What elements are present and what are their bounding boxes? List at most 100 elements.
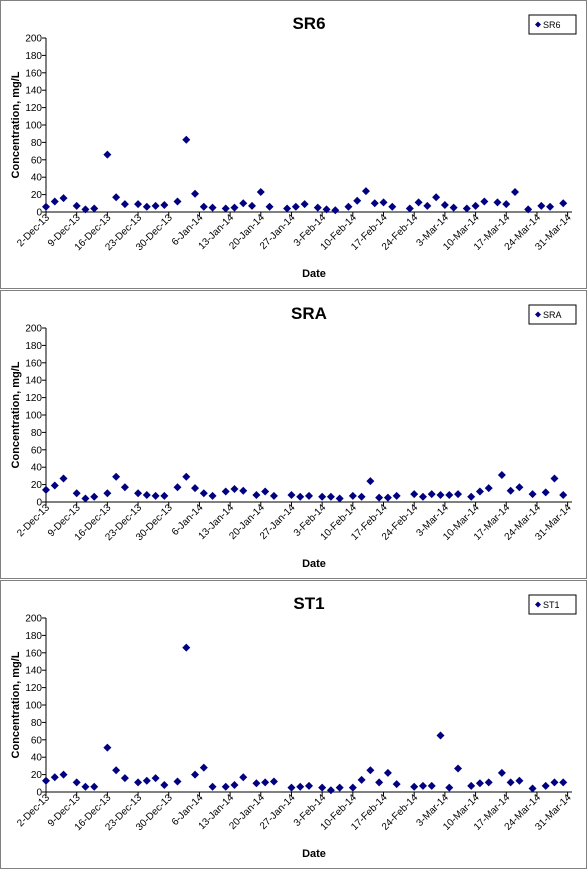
data-point-st1-23-mar-14 (528, 784, 537, 793)
data-point-sra-23-jan-14 (269, 491, 278, 500)
data-point-sr6-22-mar-14 (524, 205, 533, 214)
data-point-st1-11-mar-14 (475, 779, 484, 788)
data-point-sr6-9-jan-14 (208, 203, 217, 212)
y-tick-label: 100 (25, 411, 42, 422)
chart-title: SR6 (292, 14, 325, 33)
data-point-sr6-12-jan-14 (221, 204, 230, 213)
chart-sra: SRA0204060801001201401601802002-Dec-139-… (10, 304, 577, 570)
data-point-sr6-27-dec-13 (151, 201, 160, 210)
y-tick-label: 80 (31, 428, 43, 439)
data-point-sra-28-feb-14 (427, 490, 436, 499)
y-tick-label: 140 (25, 86, 42, 97)
data-point-sra-26-mar-14 (541, 488, 550, 497)
data-point-sra-13-dec-13 (90, 492, 99, 501)
data-point-st1-14-feb-14 (366, 766, 375, 775)
data-point-st1-26-feb-14 (418, 781, 427, 790)
data-point-sr6-25-mar-14 (537, 201, 546, 210)
data-point-sra-25-dec-13 (142, 491, 151, 500)
data-point-sra-23-mar-14 (528, 490, 537, 499)
data-point-st1-13-mar-14 (484, 778, 493, 787)
y-tick-label: 180 (25, 631, 42, 642)
data-point-st1-12-feb-14 (357, 775, 366, 784)
data-point-sra-18-feb-14 (383, 493, 392, 502)
y-tick-label: 100 (25, 701, 42, 712)
data-point-st1-24-feb-14 (410, 782, 419, 791)
data-point-sra-26-feb-14 (418, 492, 427, 501)
data-point-sra-16-dec-13 (103, 489, 112, 498)
data-point-st1-30-mar-14 (559, 778, 568, 787)
data-point-sra-1-jan-14 (173, 483, 182, 492)
data-point-sr6-5-jan-14 (191, 189, 200, 198)
y-tick-label: 20 (31, 770, 43, 781)
y-tick-label: 20 (31, 480, 43, 491)
data-point-sr6-6-feb-14 (331, 206, 340, 215)
data-point-st1-29-jan-14 (296, 782, 305, 791)
data-point-sra-11-dec-13 (81, 494, 90, 503)
data-point-st1-20-dec-13 (120, 774, 129, 783)
y-tick-label: 200 (25, 614, 42, 625)
data-point-sra-16-mar-14 (497, 471, 506, 480)
data-point-sra-14-jan-14 (230, 484, 239, 493)
data-point-st1-4-mar-14 (445, 783, 454, 792)
chart-title: SRA (291, 304, 327, 323)
data-point-sra-7-feb-14 (335, 494, 344, 503)
data-point-st1-23-dec-13 (134, 778, 143, 787)
y-tick-label: 100 (25, 121, 42, 132)
data-point-st1-6-dec-13 (59, 770, 68, 779)
data-point-sr6-19-mar-14 (511, 187, 520, 196)
data-point-sr6-11-dec-13 (81, 205, 90, 214)
y-tick-label: 0 (36, 498, 42, 509)
data-point-sr6-3-mar-14 (440, 201, 449, 210)
data-point-st1-26-mar-14 (541, 781, 550, 790)
data-point-sr6-11-feb-14 (353, 196, 362, 205)
data-point-st1-21-jan-14 (261, 778, 270, 787)
y-tick-label: 180 (25, 51, 42, 62)
legend-label: SRA (543, 310, 562, 320)
data-point-sr6-17-mar-14 (502, 200, 511, 209)
data-point-sr6-19-feb-14 (388, 202, 397, 211)
data-point-sra-20-mar-14 (515, 483, 524, 492)
data-point-st1-2-dec-13 (42, 776, 50, 785)
legend-box (528, 594, 577, 615)
data-point-sra-9-dec-13 (72, 489, 81, 498)
data-point-st1-29-dec-13 (160, 781, 169, 790)
data-point-st1-14-jan-14 (230, 781, 239, 790)
chart-st1: ST10204060801001201401601802002-Dec-139-… (10, 594, 577, 860)
data-point-st1-18-dec-13 (112, 766, 121, 775)
y-axis-label: Concentration, mg/L (10, 71, 22, 178)
data-point-sr6-23-dec-13 (134, 200, 143, 209)
data-point-sr6-1-jan-14 (173, 197, 182, 206)
y-tick-label: 120 (25, 393, 42, 404)
y-tick-label: 160 (25, 358, 42, 369)
data-point-st1-16-feb-14 (375, 778, 384, 787)
y-tick-label: 60 (31, 735, 43, 746)
data-point-sr6-10-mar-14 (471, 201, 480, 210)
data-point-st1-18-feb-14 (383, 768, 392, 777)
data-point-st1-13-dec-13 (90, 782, 99, 791)
data-point-sra-14-feb-14 (366, 477, 375, 486)
data-point-sra-6-mar-14 (454, 490, 463, 499)
data-point-st1-16-mar-14 (497, 768, 506, 777)
data-point-sra-13-mar-14 (484, 484, 493, 493)
data-point-sr6-4-dec-13 (50, 197, 59, 206)
data-point-st1-11-dec-13 (81, 782, 90, 791)
chart-sr6: SR60204060801001201401601802002-Dec-139-… (10, 14, 577, 280)
data-point-sr6-13-feb-14 (361, 187, 370, 196)
y-tick-label: 60 (31, 155, 43, 166)
data-point-st1-2-mar-14 (436, 731, 445, 740)
y-tick-label: 140 (25, 376, 42, 387)
y-tick-label: 200 (25, 34, 42, 45)
legend-label: SR6 (543, 20, 561, 30)
data-point-sra-10-feb-14 (348, 491, 357, 500)
data-point-st1-3-feb-14 (318, 783, 327, 792)
y-tick-label: 120 (25, 683, 42, 694)
data-point-st1-5-feb-14 (326, 786, 335, 795)
data-point-st1-12-jan-14 (221, 782, 230, 791)
data-point-sra-12-feb-14 (357, 492, 366, 501)
data-point-sra-20-feb-14 (392, 491, 401, 500)
data-point-st1-9-dec-13 (72, 778, 81, 787)
data-point-st1-28-mar-14 (550, 778, 559, 787)
data-point-sr6-27-mar-14 (546, 202, 555, 211)
data-point-st1-10-feb-14 (348, 783, 357, 792)
data-point-sra-20-dec-13 (120, 483, 129, 492)
